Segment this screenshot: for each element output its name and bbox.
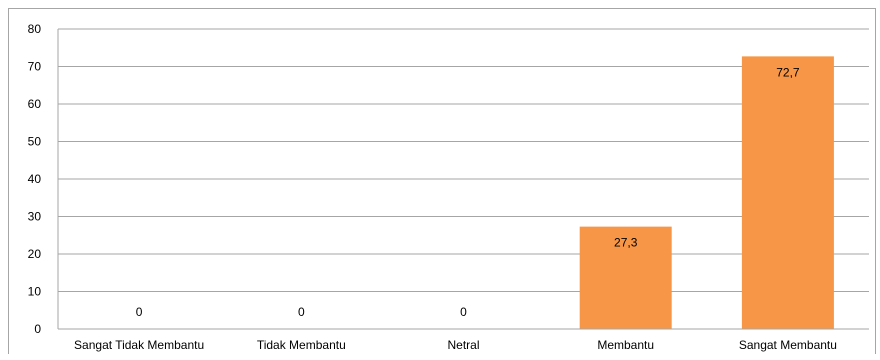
- bar-chart: 0 10 20 30 40 50 60 70 80 0 0 0 27,3 72,7 Sangat Tid…: [28, 22, 869, 352]
- bars: [579, 56, 834, 329]
- y-tick-label: 80: [28, 22, 42, 36]
- x-tick-label: Sangat Membantu: [739, 338, 837, 352]
- data-label: 0: [460, 305, 467, 319]
- y-tick-label: 70: [28, 60, 42, 74]
- y-tick-label: 60: [28, 97, 42, 111]
- x-axis: Sangat Tidak Membantu Tidak Membantu Netra…: [58, 328, 869, 352]
- data-label: 0: [136, 305, 143, 319]
- y-axis: 0 10 20 30 40 50 60 70 80: [28, 22, 59, 336]
- y-tick-label: 10: [28, 285, 42, 299]
- bar: [741, 56, 834, 329]
- x-tick-label: Netral: [447, 338, 479, 352]
- y-tick-label: 30: [28, 210, 42, 224]
- x-tick-label: Sangat Tidak Membantu: [74, 338, 204, 352]
- data-label: 0: [298, 305, 305, 319]
- y-tick-label: 50: [28, 135, 42, 149]
- data-labels: 0 0 0 27,3 72,7: [136, 65, 800, 319]
- y-tick-label: 40: [28, 172, 42, 186]
- x-tick-label: Membantu: [597, 338, 654, 352]
- data-label: 72,7: [776, 65, 800, 79]
- bar: [579, 226, 672, 329]
- data-label: 27,3: [614, 236, 638, 250]
- y-tick-label: 0: [34, 322, 41, 336]
- x-tick-label: Tidak Membantu: [257, 338, 346, 352]
- y-tick-label: 20: [28, 247, 42, 261]
- chart-frame: 0 10 20 30 40 50 60 70 80 0 0 0 27,3 72,7 Sangat Tid…: [8, 8, 876, 354]
- gridlines: [58, 28, 869, 330]
